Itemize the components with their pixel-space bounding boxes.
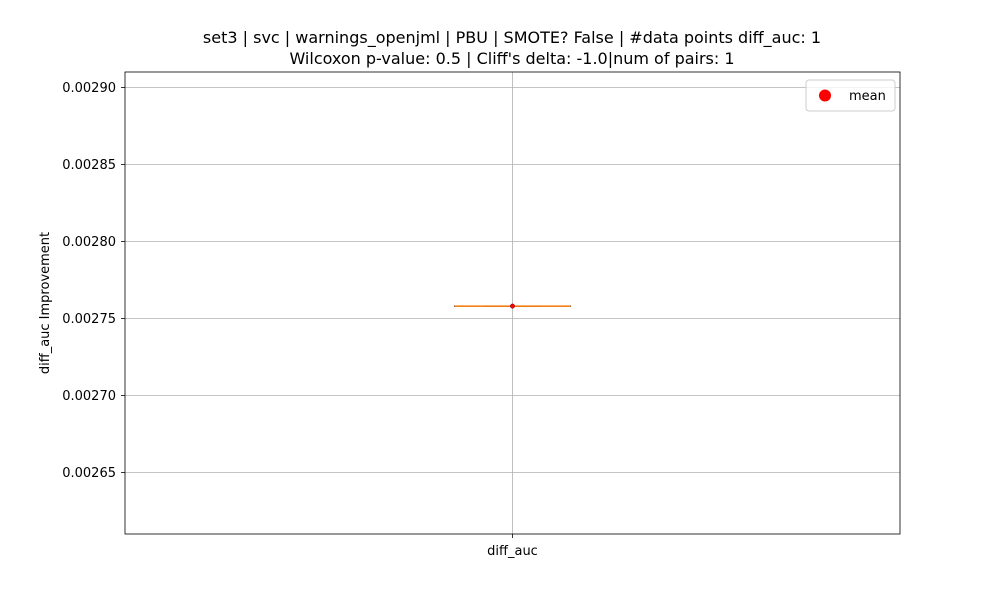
box-marks [454, 303, 571, 309]
y-tick-label: 0.00290 [62, 81, 116, 96]
legend-mean-marker [819, 89, 831, 102]
y-tick-label: 0.00275 [62, 312, 116, 327]
legend-label: mean [849, 89, 886, 104]
mean-marker [510, 303, 515, 309]
plot-frame [124, 71, 901, 535]
y-tick-label: 0.00265 [62, 466, 116, 481]
x-tick-label: diff_auc [487, 544, 538, 559]
chart-subtitle: Wilcoxon p-value: 0.5 | Cliff's delta: -… [289, 49, 734, 68]
chart-title: set3 | svc | warnings_openjml | PBU | SM… [203, 28, 821, 48]
legend: mean [805, 79, 896, 112]
y-axis-label: diff_auc Improvement [38, 232, 53, 374]
y-tick-label: 0.00280 [62, 235, 116, 250]
y-tick-label: 0.00270 [62, 389, 116, 404]
axes: 0.00265 0.00270 0.00275 0.00280 0.00285 0.002… [62, 71, 901, 559]
y-tick-label: 0.00285 [62, 158, 116, 173]
legend-box [805, 79, 896, 112]
grid-lines [125, 72, 900, 534]
